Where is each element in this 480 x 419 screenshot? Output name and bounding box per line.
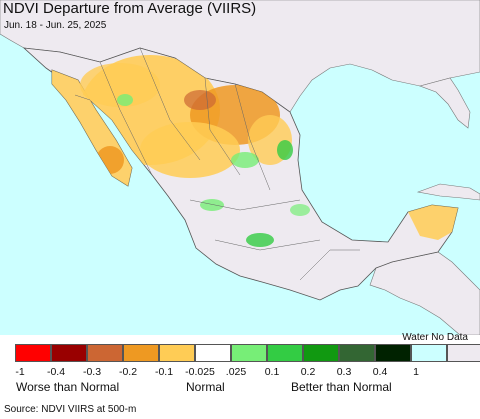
legend-no-data-label: Water No Data (402, 332, 468, 343)
legend-swatch (231, 344, 267, 362)
legend-tick-label: 0.2 (300, 366, 316, 378)
legend-swatch (123, 344, 159, 362)
legend-category-normal: Normal (186, 380, 225, 394)
florida (419, 77, 471, 129)
legend-swatch (375, 344, 411, 362)
legend-tick-label: 0.1 (264, 366, 280, 378)
yucatan-anomaly (408, 205, 458, 240)
legend-swatch (411, 344, 447, 362)
legend-swatch (87, 344, 123, 362)
legend-swatch (195, 344, 231, 362)
legend-tick-label: -0.3 (82, 366, 102, 378)
map-subtitle: Jun. 18 - Jun. 25, 2025 (4, 20, 107, 31)
cuba (416, 183, 480, 201)
legend-tick-label: 0.4 (372, 366, 388, 378)
source-note: Source: NDVI VIIRS at 500-m (4, 404, 137, 415)
legend: Water No Data -1 -0.4 -0.3 -0.2 -0.1 -0.025 .0… (0, 330, 480, 400)
legend-swatch (267, 344, 303, 362)
ndvi-map (0, 0, 480, 335)
legend-swatch (159, 344, 195, 362)
legend-tick-label: -0.4 (46, 366, 66, 378)
legend-category-better: Better than Normal (291, 380, 392, 394)
legend-tick-label: .025 (225, 366, 247, 378)
legend-swatch (339, 344, 375, 362)
legend-tick-label: 1 (413, 366, 419, 378)
legend-tick-label: 0.3 (336, 366, 352, 378)
ndvi-anomaly-north (80, 55, 310, 247)
legend-category-worse: Worse than Normal (16, 380, 120, 394)
legend-swatch (303, 344, 339, 362)
legend-swatch (51, 344, 87, 362)
state-borders (74, 47, 360, 281)
legend-tick-label: -1 (15, 366, 25, 378)
legend-swatch (15, 344, 51, 362)
legend-tick-label: -0.2 (118, 366, 138, 378)
legend-tick-label: -0.025 (185, 366, 215, 378)
map-title: NDVI Departure from Average (VIIRS) (3, 0, 257, 17)
legend-tick-label: -0.1 (154, 366, 174, 378)
legend-swatch (447, 344, 480, 362)
